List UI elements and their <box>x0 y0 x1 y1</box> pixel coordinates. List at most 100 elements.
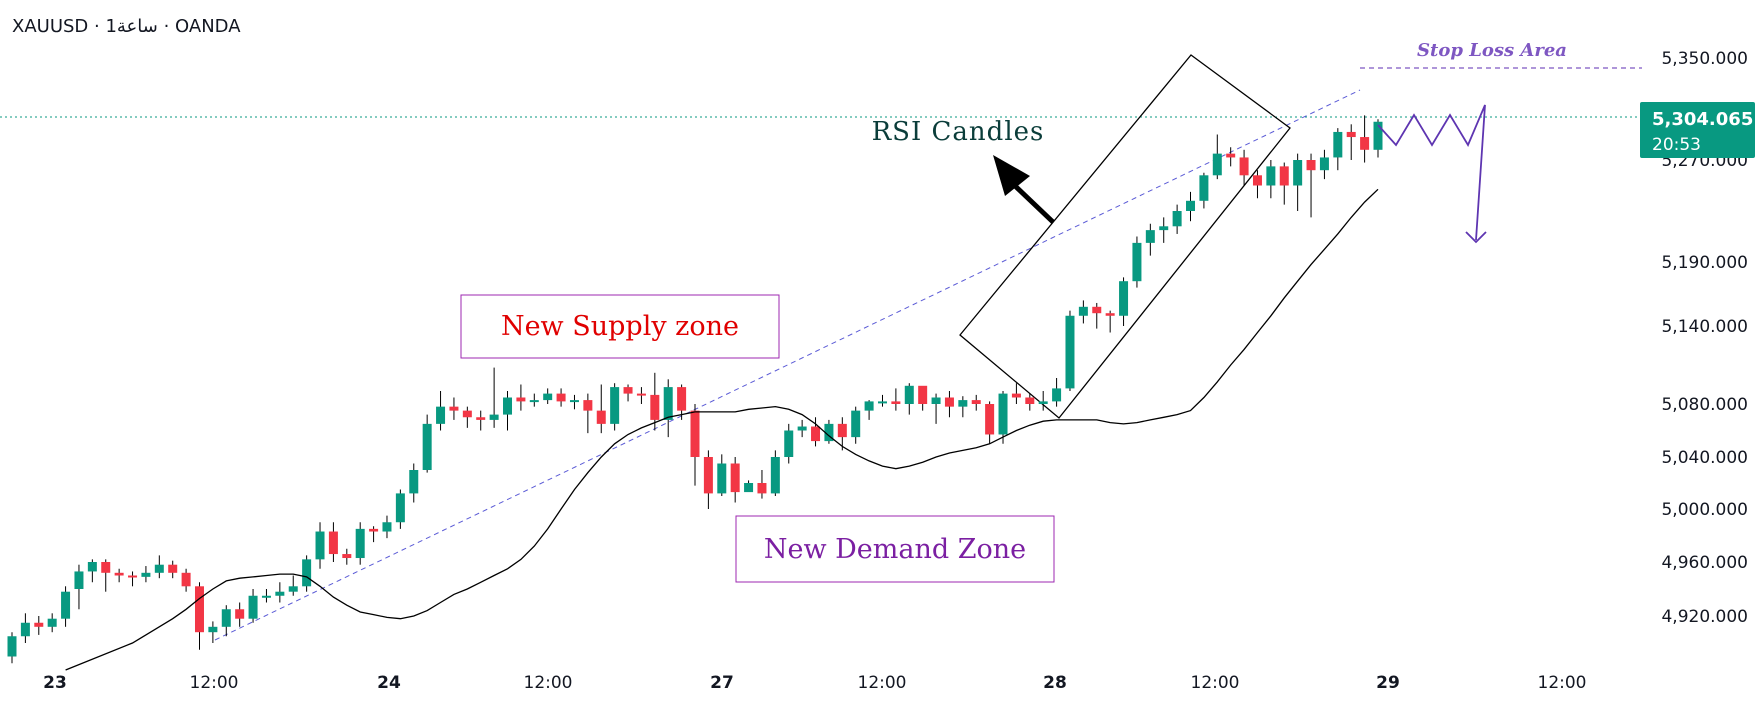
candle-body[interactable] <box>610 387 620 424</box>
candle-body[interactable] <box>275 591 285 596</box>
candle-body[interactable] <box>650 394 660 420</box>
candle-body[interactable] <box>703 457 713 494</box>
candle-body[interactable] <box>690 410 700 457</box>
candle-body[interactable] <box>824 423 834 442</box>
candle-body[interactable] <box>583 400 593 411</box>
candle-body[interactable] <box>436 406 446 424</box>
candle-body[interactable] <box>235 609 245 619</box>
candle-body[interactable] <box>1199 175 1209 201</box>
candle-body[interactable] <box>181 572 191 587</box>
candle-body[interactable] <box>422 423 432 470</box>
candle-body[interactable] <box>194 586 204 633</box>
candle-body[interactable] <box>985 404 995 435</box>
candle-body[interactable] <box>221 609 231 627</box>
candle-body[interactable] <box>61 591 71 619</box>
candle-body[interactable] <box>1011 393 1021 398</box>
candle-body[interactable] <box>1132 242 1142 282</box>
candle-body[interactable] <box>1172 211 1182 227</box>
candle-body[interactable] <box>382 522 392 532</box>
candle-body[interactable] <box>47 618 57 627</box>
candle-body[interactable] <box>409 470 419 494</box>
candle-body[interactable] <box>1266 166 1276 186</box>
candle-body[interactable] <box>904 385 914 404</box>
candle-body[interactable] <box>328 531 338 555</box>
candle-body[interactable] <box>168 564 178 573</box>
candle-body[interactable] <box>1078 306 1088 316</box>
candle-body[interactable] <box>1038 401 1048 404</box>
candle-body[interactable] <box>1159 226 1169 231</box>
candle-body[interactable] <box>462 410 472 418</box>
candle-body[interactable] <box>128 575 138 578</box>
candle-body[interactable] <box>208 626 218 633</box>
candle-body[interactable] <box>663 387 673 420</box>
candle-body[interactable] <box>1239 157 1249 176</box>
candle-body[interactable] <box>74 571 84 589</box>
candle-body[interactable] <box>569 400 579 403</box>
candle-body[interactable] <box>837 423 847 438</box>
candle-body[interactable] <box>315 531 325 560</box>
candle-body[interactable] <box>449 406 459 411</box>
candle-body[interactable] <box>971 400 981 404</box>
candle-body[interactable] <box>1226 153 1236 158</box>
candle-body[interactable] <box>101 562 111 573</box>
candle-body[interactable] <box>302 559 312 587</box>
candle-body[interactable] <box>489 414 499 420</box>
candle-body[interactable] <box>797 426 807 431</box>
candle-body[interactable] <box>1065 315 1075 389</box>
candle-body[interactable] <box>811 426 821 442</box>
candle-body[interactable] <box>556 393 566 402</box>
candle-body[interactable] <box>543 393 553 401</box>
candle-body[interactable] <box>757 483 767 494</box>
candle-body[interactable] <box>730 463 740 493</box>
candle-body[interactable] <box>141 572 151 577</box>
candle-body[interactable] <box>851 410 861 438</box>
candle-body[interactable] <box>1346 131 1356 138</box>
time-axis[interactable]: 23 12:00 24 12:00 27 12:00 28 12:00 29 12:00 <box>43 673 1586 693</box>
candle-body[interactable] <box>1373 121 1383 150</box>
candle-body[interactable] <box>1360 137 1370 150</box>
candle-body[interactable] <box>998 393 1008 435</box>
candle-body[interactable] <box>342 554 352 559</box>
candle-body[interactable] <box>1025 397 1035 405</box>
candle-body[interactable] <box>744 483 754 493</box>
candle-body[interactable] <box>918 385 928 404</box>
candle-body[interactable] <box>1293 160 1303 186</box>
candle-body[interactable] <box>1306 160 1316 171</box>
candle-body[interactable] <box>864 401 874 411</box>
candle-body[interactable] <box>717 463 727 494</box>
candle-body[interactable] <box>931 397 941 405</box>
candle-body[interactable] <box>395 493 405 523</box>
price-axis[interactable]: 5,350.0005,270.0005,190.0005,140.0005,08… <box>1661 49 1748 627</box>
candle-body[interactable] <box>596 410 606 424</box>
candle-body[interactable] <box>1333 131 1343 158</box>
candle-body[interactable] <box>529 400 539 403</box>
candle-body[interactable] <box>516 397 526 402</box>
candle-body[interactable] <box>1212 153 1222 176</box>
candle-body[interactable] <box>248 595 258 619</box>
candle-body[interactable] <box>623 387 633 394</box>
candle-body[interactable] <box>261 595 271 598</box>
candle-body[interactable] <box>1052 388 1062 402</box>
candle-body[interactable] <box>1252 175 1262 186</box>
candle-body[interactable] <box>7 636 17 657</box>
candle-body[interactable] <box>636 393 646 396</box>
candle-body[interactable] <box>1145 230 1155 243</box>
candle-body[interactable] <box>288 586 298 592</box>
candle-body[interactable] <box>355 528 365 559</box>
candle-body[interactable] <box>20 622 30 637</box>
candle-body[interactable] <box>1119 281 1129 316</box>
candle-body[interactable] <box>503 397 513 415</box>
candle-body[interactable] <box>369 528 379 532</box>
candle-body[interactable] <box>1319 157 1329 171</box>
candle-body[interactable] <box>154 564 164 573</box>
candle-body[interactable] <box>87 562 97 572</box>
candle-body[interactable] <box>1092 306 1102 314</box>
candle-body[interactable] <box>891 401 901 404</box>
candle-body[interactable] <box>1105 313 1115 316</box>
candle-body[interactable] <box>34 622 44 627</box>
candle-body[interactable] <box>958 400 968 407</box>
candle-body[interactable] <box>1186 200 1196 211</box>
candle-body[interactable] <box>877 401 887 404</box>
candle-body[interactable] <box>1279 166 1289 186</box>
